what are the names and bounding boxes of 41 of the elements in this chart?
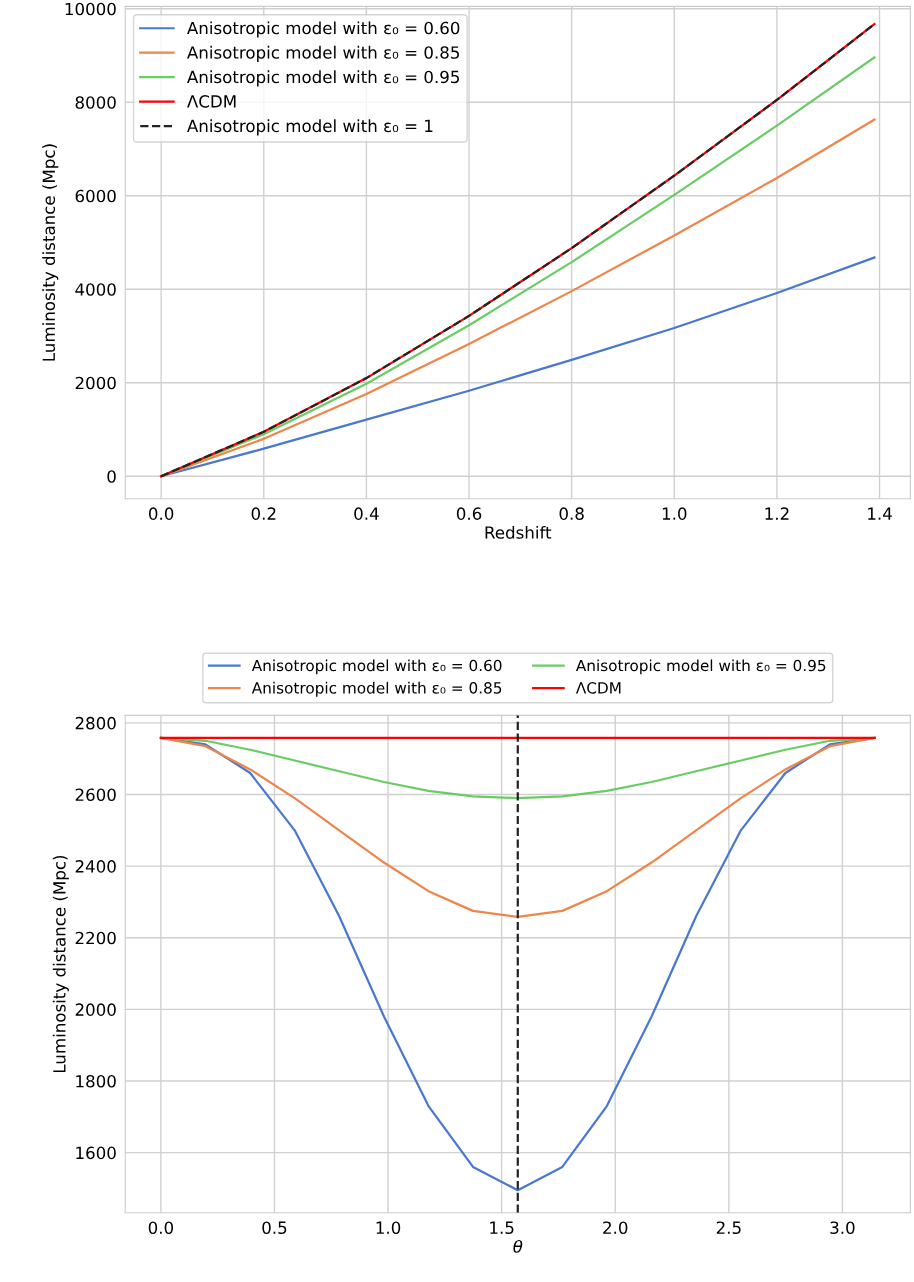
legend-label: Anisotropic model with ε₀ = 1 <box>187 119 433 136</box>
x-tick-label: 0.6 <box>456 507 482 520</box>
legend-label: ΛCDM <box>575 682 621 694</box>
y-tick-label: 2800 <box>75 716 116 730</box>
x-tick-label: 1.0 <box>662 507 687 520</box>
y-tick-label: 2400 <box>75 860 116 873</box>
x-tick-label: 1.0 <box>376 1221 401 1235</box>
y-tick-label: 2600 <box>75 788 116 802</box>
y-axis-title: Luminosity distance (Mpc) <box>42 144 59 361</box>
x-tick-label: 0.0 <box>148 1221 174 1235</box>
y-tick-label: 1800 <box>76 1074 116 1088</box>
y-axis-title: Luminosity distance (Mpc) <box>52 855 69 1073</box>
x-tick-label: 1.2 <box>765 507 789 520</box>
legend-label: Anisotropic model with ε₀ = 0.95 <box>575 659 826 675</box>
x-tick-label: 1.5 <box>490 1221 514 1235</box>
x-tick-label: 3.0 <box>830 1221 855 1235</box>
x-tick-label: 0.8 <box>559 507 584 520</box>
y-tick-label: 8000 <box>75 96 116 109</box>
y-tick-label: 2200 <box>75 931 116 945</box>
x-axis-title: Redshift <box>485 525 552 539</box>
y-tick-label: 2000 <box>75 1003 116 1016</box>
x-tick-label: 0.4 <box>354 507 379 520</box>
y-tick-label: 0 <box>107 470 116 483</box>
legend-label: Anisotropic model with ε₀ = 0.60 <box>251 659 502 675</box>
x-axis-title: θ <box>513 1239 523 1253</box>
x-tick-label: 1.4 <box>868 507 892 520</box>
x-tick-label: 2.5 <box>716 1221 741 1235</box>
legend-label: Anisotropic model with ε₀ = 0.85 <box>187 45 459 62</box>
legend-label: Anisotropic model with ε₀ = 0.95 <box>187 70 459 87</box>
x-tick-label: 0.2 <box>251 507 276 520</box>
y-tick-label: 10000 <box>65 2 116 16</box>
y-tick-label: 4000 <box>75 283 116 296</box>
y-tick-label: 6000 <box>75 189 116 203</box>
legend-label: Anisotropic model with ε₀ = 0.85 <box>251 681 502 697</box>
x-tick-label: 0.0 <box>148 507 174 520</box>
x-tick-label: 2.0 <box>603 1221 628 1235</box>
y-tick-label: 2000 <box>75 376 116 390</box>
x-tick-label: 0.5 <box>262 1221 287 1235</box>
legend-label: ΛCDM <box>187 95 236 108</box>
y-tick-label: 1600 <box>76 1146 116 1160</box>
legend-label: Anisotropic model with ε₀ = 0.60 <box>187 21 460 38</box>
